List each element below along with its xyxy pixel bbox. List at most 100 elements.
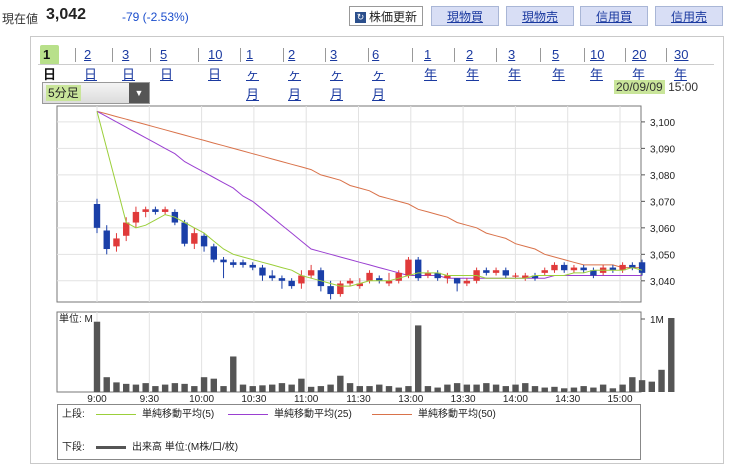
volume-bar [415, 325, 422, 392]
tab-2y[interactable]: 2年 [466, 47, 480, 82]
candle [269, 275, 276, 279]
candle [385, 280, 393, 284]
tab-1d[interactable]: 1日 [40, 45, 59, 82]
candle [395, 272, 402, 281]
volume-bar [356, 386, 363, 392]
price-plot-area [56, 105, 642, 303]
candle [259, 267, 266, 276]
volume-bar [434, 387, 441, 392]
tab-1y[interactable]: 1年 [424, 47, 438, 82]
volume-bar [161, 384, 169, 392]
margin-buy-button[interactable]: 信用買 [580, 6, 648, 26]
x-tick-label: 15:00 [607, 394, 632, 404]
candle [181, 222, 188, 244]
tab-30y[interactable]: 30年 [674, 47, 689, 82]
tab-20y[interactable]: 20年 [632, 47, 647, 82]
volume-bar [541, 387, 548, 392]
volume-bar [288, 384, 295, 392]
candle [337, 283, 344, 295]
volume-bar [249, 386, 256, 392]
volume-bar [570, 387, 578, 392]
tab-3m[interactable]: 3ヶ月 [330, 47, 344, 102]
legend-ma50: 単純移動平均(50) [372, 408, 496, 422]
tab-2d[interactable]: 2日 [84, 47, 98, 82]
tab-10y[interactable]: 10年 [590, 47, 605, 82]
volume-bar [648, 381, 655, 392]
quote-header: 現在値 3,042 -79 (-2.53%) ↻ 株価更新 現物買 現物売 信用買… [0, 0, 733, 36]
tab-2m[interactable]: 2ヶ月 [288, 47, 302, 102]
volume-bar [346, 383, 354, 392]
volume-bar [463, 384, 471, 392]
stock-chart: 9:00 9:30 10:00 10:30 11:00 11:30 13:00 13:30 14… [56, 105, 675, 404]
candle [142, 209, 149, 212]
tab-5y[interactable]: 5年 [552, 47, 566, 82]
refresh-price-button[interactable]: ↻ 株価更新 [349, 6, 423, 26]
candle [346, 280, 354, 284]
volume-bar [609, 388, 617, 392]
candle [239, 262, 247, 265]
spot-buy-button[interactable]: 現物買 [431, 6, 499, 26]
x-tick-label: 13:00 [398, 394, 423, 404]
legend-ma50-label: 単純移動平均(50) [418, 409, 496, 420]
candle [522, 275, 529, 279]
chart-datetime: 20/09/09 15:00 [614, 80, 698, 94]
volume-bar [171, 383, 179, 392]
volume-bar [376, 384, 383, 392]
volume-bar [200, 377, 208, 392]
tabs-divider [38, 64, 714, 65]
volume-bar [512, 384, 519, 392]
volume-bar [531, 386, 539, 392]
volume-bar [405, 386, 412, 392]
candle [200, 235, 208, 247]
tab-3d[interactable]: 3日 [122, 47, 136, 82]
volume-unit-label: 単位: M [59, 312, 93, 325]
tab-3y[interactable]: 3年 [508, 47, 522, 82]
volume-bar [269, 384, 276, 392]
volume-bar [483, 383, 490, 392]
tab-5d[interactable]: 5日 [160, 47, 174, 82]
candle [512, 275, 519, 277]
y-tick-label: 3,090 [650, 144, 675, 155]
candle [278, 278, 286, 281]
refresh-price-label: 株価更新 [368, 10, 417, 24]
volume-bar [191, 386, 198, 392]
volume-bar [123, 383, 130, 392]
volume-bar [152, 386, 159, 392]
candle [531, 275, 539, 279]
volume-bar [444, 384, 451, 392]
tab-10d[interactable]: 10日 [208, 47, 223, 82]
volume-bar [522, 383, 529, 392]
x-tick-label: 13:30 [451, 394, 476, 404]
candle [298, 275, 305, 284]
interval-select[interactable]: 5分足 ▼ [42, 82, 150, 104]
volume-bar [181, 383, 188, 392]
y-tick-label: 3,060 [650, 224, 675, 235]
volume-bar [619, 384, 626, 392]
volume-bar [278, 383, 286, 392]
tab-1m[interactable]: 1ヶ月 [246, 47, 260, 102]
volume-bar [668, 318, 675, 392]
candle [161, 209, 169, 212]
y-tick-label: 3,080 [650, 171, 675, 182]
candle [483, 270, 490, 273]
volume-bar [259, 385, 266, 392]
volume-plot-area [56, 311, 642, 393]
chart-date: 20/09/09 [614, 80, 665, 94]
volume-bar [453, 383, 461, 392]
candle [123, 222, 130, 236]
candle [463, 280, 471, 284]
margin-sell-button[interactable]: 信用売 [655, 6, 723, 26]
candle [561, 264, 568, 271]
volume-bar [103, 377, 110, 392]
volume-bar [93, 321, 101, 392]
chart-legend: 上段: 単純移動平均(5) 単純移動平均(25) 単純移動平均(50) 下段: … [57, 404, 641, 460]
x-tick-label: 11:30 [346, 394, 371, 404]
tab-6m[interactable]: 6ヶ月 [372, 47, 386, 102]
current-price-label: 現在値 [2, 12, 39, 26]
x-tick-label: 9:30 [140, 394, 160, 404]
chart-time: 15:00 [668, 80, 699, 94]
legend-volume: 出来高 単位:(M株/口/枚) [96, 441, 238, 455]
ma50-line [96, 110, 643, 269]
candle [492, 270, 500, 273]
spot-sell-button[interactable]: 現物売 [506, 6, 574, 26]
